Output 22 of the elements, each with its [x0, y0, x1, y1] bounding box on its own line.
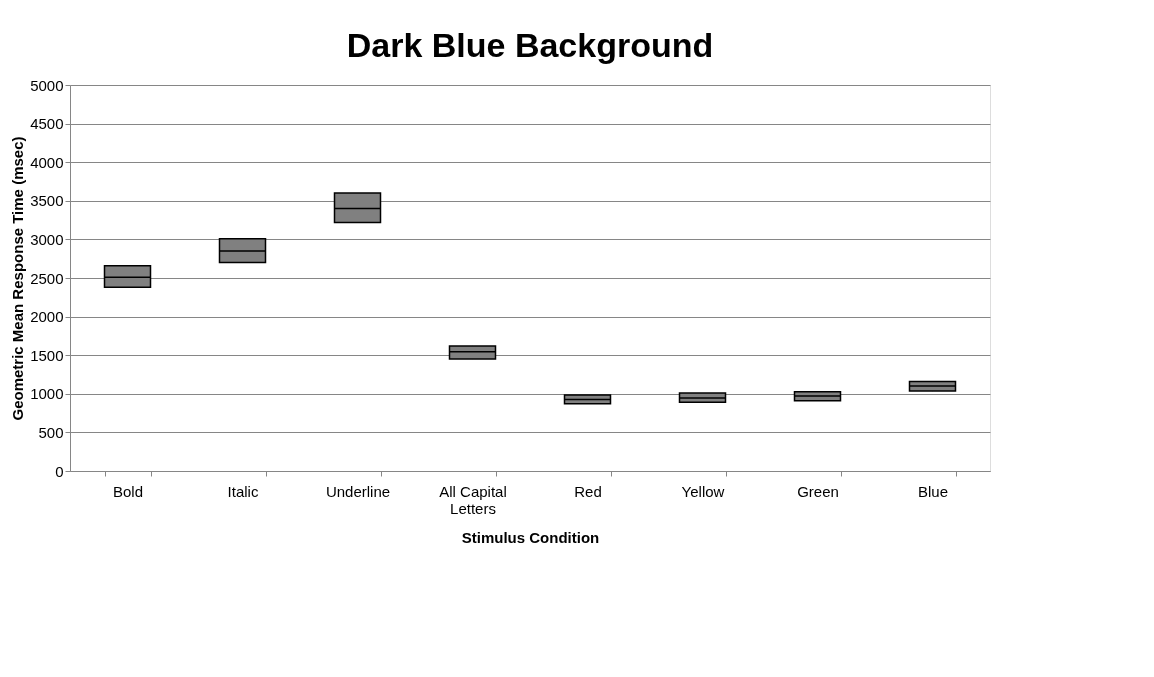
y-tick-label: 2000 [30, 308, 64, 326]
y-tick-label: 1500 [30, 346, 64, 364]
x-tick-label: Italic [227, 482, 259, 500]
y-tick-label: 3500 [30, 192, 64, 210]
x-tick-label: Bold [112, 482, 144, 500]
x-axis-title: Stimulus Condition [461, 528, 600, 546]
x-tick-label: Red [574, 482, 602, 500]
y-tick-label: 5000 [30, 76, 64, 94]
x-tick-label: Green [797, 482, 839, 500]
y-tick-label: 4000 [30, 153, 64, 171]
y-tick-label: 0 [55, 462, 64, 480]
x-tick-label: Underline [325, 482, 391, 500]
y-axis-title: Geometric Mean Response Time (msec) [9, 136, 27, 421]
y-tick-label: 500 [38, 423, 64, 441]
chart-title: Dark Blue Background [346, 26, 714, 64]
x-tick-label: Blue [917, 482, 949, 500]
x-tick-label: Yellow [681, 482, 725, 500]
y-tick-label: 1000 [30, 385, 64, 403]
y-tick-label: 2500 [30, 269, 64, 287]
y-tick-label: 3000 [30, 230, 64, 248]
x-tick-label: All Capital Letters [439, 482, 507, 517]
y-tick-label: 4500 [30, 115, 64, 133]
